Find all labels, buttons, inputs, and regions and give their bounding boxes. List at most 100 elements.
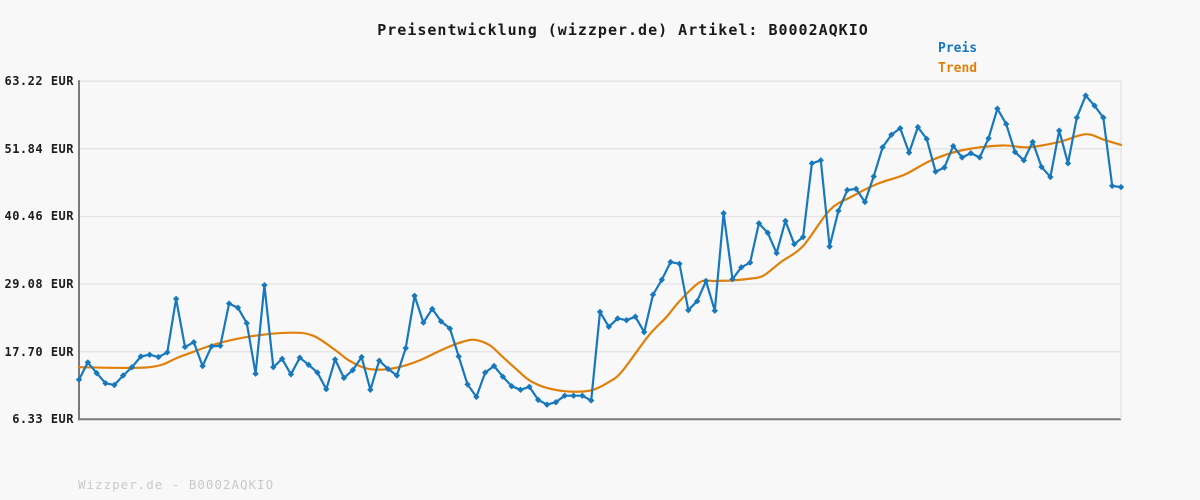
preis-data-point xyxy=(411,292,418,300)
preis-data-point xyxy=(323,385,330,393)
preis-data-point xyxy=(119,372,127,379)
preis-data-point xyxy=(914,123,922,131)
preis-data-point xyxy=(879,144,886,151)
preis-data-point xyxy=(181,343,189,351)
y-axis-label: 40.46 EUR xyxy=(4,209,74,224)
preis-data-point xyxy=(570,392,577,399)
preis-data-point xyxy=(1100,114,1107,121)
preis-data-point xyxy=(1082,92,1089,99)
preis-data-point xyxy=(552,399,560,406)
preis-data-point xyxy=(596,308,604,316)
preis-data-point xyxy=(1038,163,1045,171)
preis-data-point xyxy=(905,149,913,156)
preis-data-point xyxy=(773,249,780,257)
preis-data-point xyxy=(941,164,948,171)
preis-data-point xyxy=(340,374,348,382)
preis-data-point xyxy=(861,198,869,206)
preis-data-point xyxy=(490,362,498,370)
preis-data-point xyxy=(605,323,613,330)
preis-data-point xyxy=(93,369,100,377)
legend-item-trend: Trend xyxy=(938,61,978,76)
preis-data-point xyxy=(764,229,771,237)
preis-data-point xyxy=(852,185,860,193)
preis-data-point xyxy=(676,260,683,267)
preis-data-point xyxy=(111,381,118,389)
preis-data-point xyxy=(508,382,515,390)
legend-item-preis: Preis xyxy=(938,41,978,56)
preis-data-point xyxy=(649,291,657,298)
preis-data-point xyxy=(667,258,674,266)
preis-data-point xyxy=(738,264,745,271)
preis-data-point xyxy=(835,207,842,215)
preis-data-point xyxy=(128,363,136,371)
preis-data-point xyxy=(870,173,877,180)
preis-data-point xyxy=(146,351,153,358)
preis-data-point xyxy=(614,315,621,322)
preis-data-point xyxy=(685,306,692,314)
preis-data-point xyxy=(967,150,975,157)
preis-data-point xyxy=(164,349,171,356)
preis-data-point xyxy=(640,328,648,336)
preis-data-point xyxy=(1047,173,1054,181)
y-axis-labels: 63.22 EUR 51.84 EUR 40.46 EUR 29.08 EUR 17.7… xyxy=(0,0,74,500)
preis-data-point xyxy=(446,325,454,332)
preis-data-point xyxy=(720,210,727,217)
preis-data-point xyxy=(693,298,701,305)
preis-data-point xyxy=(888,131,895,139)
preis-data-point xyxy=(932,168,939,175)
preis-data-point xyxy=(499,373,507,380)
y-axis-label: 17.70 EUR xyxy=(4,344,74,359)
preis-data-point xyxy=(1020,157,1028,164)
preis-data-point xyxy=(376,357,383,364)
preis-data-point xyxy=(217,342,224,349)
preis-data-point xyxy=(632,313,639,320)
legend: Preis Trend xyxy=(938,39,977,79)
preis-data-point xyxy=(579,392,586,399)
preis-data-point xyxy=(923,135,930,143)
preis-data-point xyxy=(208,343,215,350)
preis-data-point xyxy=(561,392,568,399)
preis-data-point xyxy=(799,233,807,241)
preis-data-point xyxy=(543,401,551,408)
preis-data-point xyxy=(994,105,1001,112)
preis-data-point xyxy=(296,354,303,361)
preis-data-point xyxy=(958,154,966,161)
preis-data-point xyxy=(782,217,789,225)
preis-data-point xyxy=(1055,127,1063,134)
preis-data-point xyxy=(84,359,92,366)
preis-data-point xyxy=(420,319,427,326)
y-axis-label: 29.08 EUR xyxy=(4,277,74,292)
preis-data-point xyxy=(225,300,233,307)
preis-data-point xyxy=(278,355,286,363)
preis-data-point xyxy=(367,386,374,393)
preis-data-point xyxy=(897,125,904,132)
preis-data-point xyxy=(473,393,480,401)
preis-data-point xyxy=(826,243,833,250)
preis-data-point xyxy=(331,356,339,363)
preis-data-point xyxy=(985,135,992,142)
preis-data-point xyxy=(455,353,462,360)
preis-data-point xyxy=(1064,160,1072,167)
preis-data-point xyxy=(623,317,630,324)
preis-data-point xyxy=(808,160,816,167)
preis-data-point xyxy=(711,307,718,314)
preis-data-point xyxy=(817,157,824,164)
preis-data-point xyxy=(746,259,754,266)
preis-data-point xyxy=(534,396,542,404)
preis-data-point xyxy=(429,305,436,313)
preis-data-point xyxy=(1003,120,1010,128)
preis-data-point xyxy=(950,142,957,150)
preis-data-point xyxy=(261,281,268,289)
preis-data-point xyxy=(314,369,321,376)
preis-data-point xyxy=(75,376,83,383)
preis-data-point xyxy=(517,386,524,393)
preis-data-point xyxy=(155,353,162,361)
preis-data-point xyxy=(658,276,666,284)
preis-data-point xyxy=(755,220,763,227)
preis-data-point xyxy=(243,320,250,327)
preis-data-point xyxy=(234,304,242,311)
preis-data-point xyxy=(482,369,489,376)
preis-data-point xyxy=(102,380,109,387)
preis-data-point xyxy=(137,353,145,360)
